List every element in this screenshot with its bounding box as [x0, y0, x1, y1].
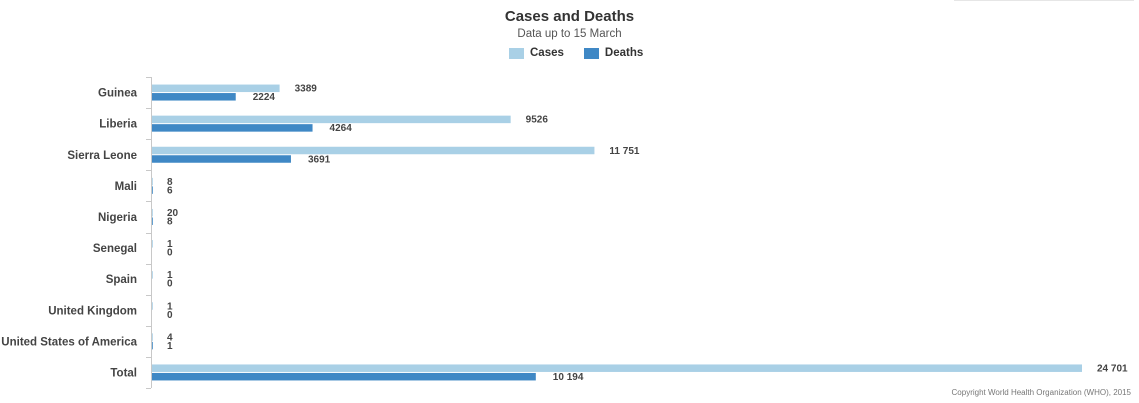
bar-cases-senegal [152, 240, 153, 248]
data-label-deaths-liberia: 4264 [330, 123, 353, 134]
data-label-cases-senegal: 1 [167, 239, 173, 250]
bar-cases-total [152, 364, 1082, 372]
data-label-deaths-total: 10 194 [553, 372, 584, 383]
data-label-deaths-guinea: 2224 [253, 92, 276, 103]
data-label-cases-total: 24 701 [1097, 363, 1128, 374]
bar-deaths-mali [152, 186, 153, 194]
category-label-mali: Mali [115, 181, 137, 193]
data-label-deaths-united-states-of-america: 1 [167, 341, 173, 352]
category-label-united-states-of-america: United States of America [1, 336, 137, 348]
category-label-united-kingdom: United Kingdom [48, 305, 137, 317]
data-label-deaths-united-kingdom: 0 [167, 310, 173, 321]
data-label-deaths-senegal: 0 [167, 248, 173, 259]
bar-cases-sierra-leone [152, 146, 595, 155]
bar-deaths-liberia [152, 124, 313, 132]
chart-title: Cases and Deaths [504, 8, 635, 25]
legend-swatch-cases [509, 47, 524, 59]
bar-cases-liberia [152, 115, 511, 124]
bar-deaths-nigeria [152, 217, 153, 225]
top-divider [954, 0, 1134, 1]
legend-item-deaths[interactable]: Deaths [583, 47, 644, 59]
legend-item-cases[interactable]: Cases [509, 47, 564, 59]
legend-label-cases: Cases [530, 47, 564, 59]
category-label-total: Total [110, 367, 137, 379]
data-label-deaths-nigeria: 8 [167, 216, 173, 227]
category-label-liberia: Liberia [99, 119, 137, 131]
bar-cases-spain [152, 271, 153, 279]
legend-swatch-deaths [583, 47, 599, 59]
chart-subtitle: Data up to 15 March [517, 28, 622, 40]
data-label-deaths-sierra-leone: 3691 [308, 154, 331, 165]
bar-deaths-total [152, 372, 536, 381]
data-label-cases-liberia: 9526 [526, 115, 549, 126]
category-label-sierra-leone: Sierra Leone [67, 150, 137, 162]
data-label-cases-united-kingdom: 1 [167, 301, 173, 312]
data-label-cases-nigeria: 20 [167, 208, 179, 219]
bar-deaths-sierra-leone [152, 155, 291, 163]
data-label-cases-united-states-of-america: 4 [167, 332, 173, 343]
category-label-senegal: Senegal [93, 243, 137, 255]
data-label-cases-mali: 8 [167, 177, 173, 188]
bar-cases-united-states-of-america [152, 333, 153, 341]
data-label-cases-sierra-leone: 11 751 [609, 146, 639, 157]
bar-deaths-guinea [152, 93, 236, 101]
bar-cases-mali [152, 177, 153, 186]
data-label-cases-guinea: 3389 [295, 84, 318, 95]
bar-deaths-united-states-of-america [152, 341, 153, 350]
copyright-notice: Copyright World Health Organization (WHO… [951, 388, 1131, 397]
legend-label-deaths: Deaths [604, 47, 644, 59]
bar-cases-united-kingdom [152, 302, 153, 310]
category-label-spain: Spain [106, 274, 137, 286]
chart-legend: Cases Deaths [509, 47, 663, 59]
category-label-guinea: Guinea [98, 88, 138, 100]
data-label-deaths-mali: 6 [167, 185, 173, 196]
category-label-nigeria: Nigeria [98, 212, 138, 224]
bar-cases-nigeria [152, 208, 153, 217]
data-label-deaths-spain: 0 [167, 279, 173, 290]
bar-cases-guinea [152, 84, 280, 93]
data-label-cases-spain: 1 [167, 270, 173, 281]
